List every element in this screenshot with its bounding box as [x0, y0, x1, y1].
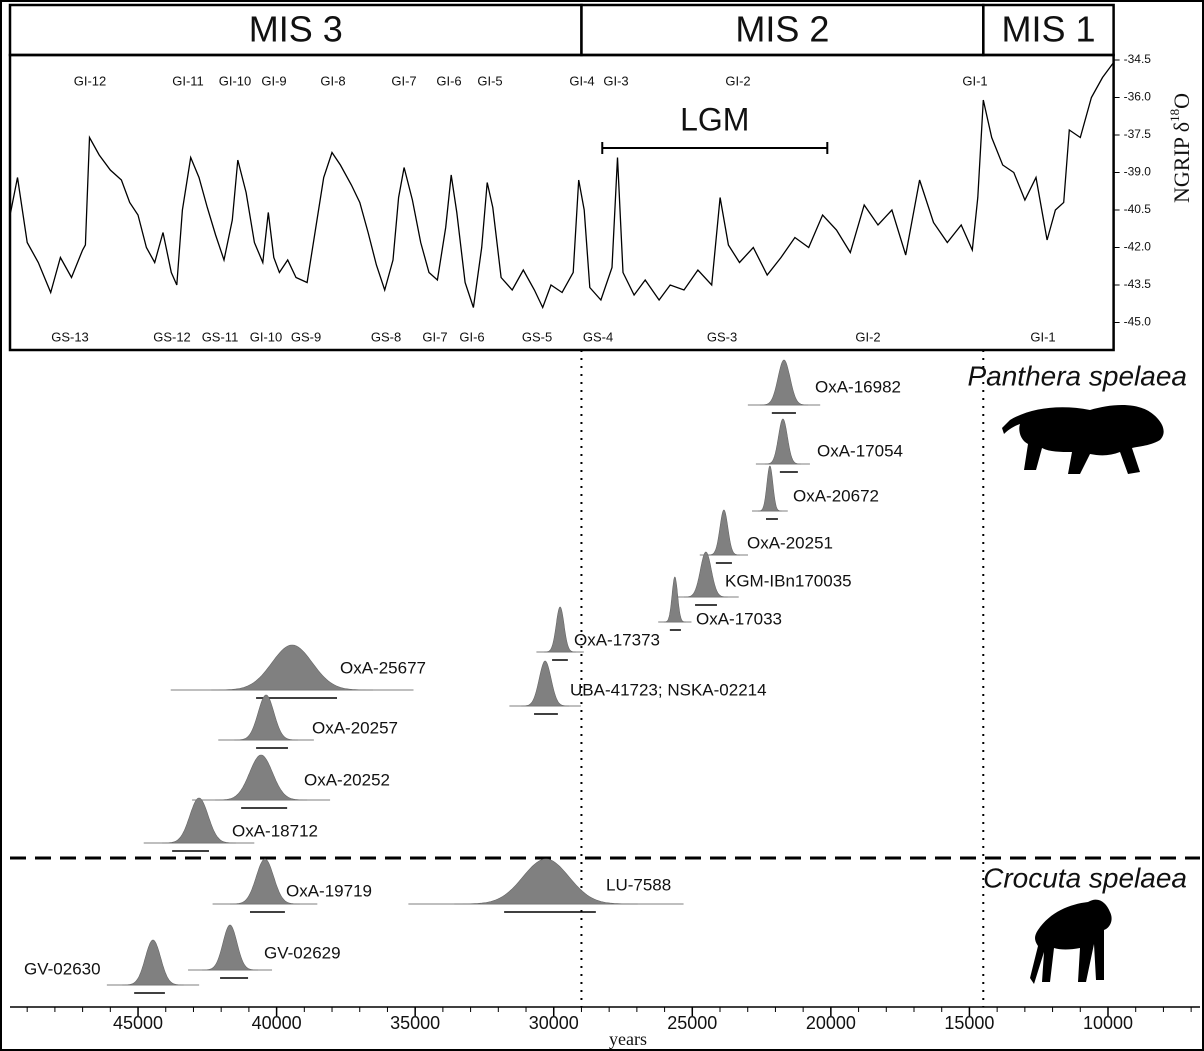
y-tick-label: -39.0: [1124, 165, 1152, 179]
x-tick-label: 45000: [113, 1013, 163, 1033]
gi-label: GI-11: [172, 73, 204, 88]
gs-label: GI-7: [422, 329, 447, 344]
y-axis-label: NGRIP δ18O: [1167, 93, 1194, 203]
date-label: KGM-IBn170035: [725, 571, 852, 590]
y-tick-label: -34.5: [1124, 52, 1152, 66]
date-label: OxA-16982: [815, 377, 901, 396]
stage-label: MIS 2: [735, 9, 829, 50]
gs-label: GS-8: [371, 329, 401, 344]
figure: MIS 3 MIS 2 MIS 1 -34.5 -36.0 -37.5 -39.0 -40.5…: [0, 0, 1204, 1051]
y-tick-label: -40.5: [1124, 202, 1152, 216]
gi-label: GI-5: [477, 73, 502, 88]
x-tick-label: 30000: [529, 1013, 579, 1033]
gs-label: GS-13: [51, 329, 89, 344]
gs-label: GS-11: [202, 329, 239, 344]
ngrip-panel: [10, 55, 1114, 350]
date-distribution: [758, 466, 782, 511]
date-distribution: [162, 798, 236, 843]
hyena-silhouette: [1030, 900, 1112, 984]
x-tick-label: 15000: [944, 1013, 994, 1033]
species-name: Panthera spelaea: [967, 360, 1187, 391]
x-tick-label: 25000: [667, 1013, 717, 1033]
date-distribution: [765, 419, 801, 464]
date-label: OxA-20672: [793, 486, 879, 505]
stage-label: MIS 1: [1001, 9, 1095, 50]
gi-label: GI-4: [569, 73, 594, 88]
date-label: OxA-20251: [747, 533, 833, 552]
gs-label: GS-4: [583, 329, 613, 344]
date-distribution: [760, 360, 808, 405]
y-tick-label: -36.0: [1124, 90, 1152, 104]
gs-label: GS-5: [522, 329, 552, 344]
x-tick-label: 20000: [806, 1013, 856, 1033]
date-distribution: [202, 925, 258, 970]
date-label: OxA-20257: [312, 718, 398, 737]
gs-label: GI-10: [250, 329, 283, 344]
date-label: OxA-20252: [304, 770, 390, 789]
lion-silhouette: [1002, 405, 1164, 474]
date-distribution: [234, 695, 298, 740]
gs-label: GS-9: [291, 329, 321, 344]
gi-label: GI-7: [391, 73, 416, 88]
gs-label: GS-3: [707, 329, 737, 344]
y-axis-label-text: NGRIP δ: [1169, 122, 1194, 203]
y-tick-label: -37.5: [1124, 127, 1152, 141]
date-label: OxA-19719: [286, 881, 372, 900]
gi-label: GI-6: [436, 73, 461, 88]
y-axis-label-end: O: [1169, 93, 1194, 109]
gi-label: GI-12: [74, 73, 107, 88]
y-tick-label: -43.5: [1124, 277, 1152, 291]
lgm-label: LGM: [680, 101, 749, 137]
ngrip-curve: [11, 63, 1114, 308]
date-label: OxA-17373: [574, 630, 660, 649]
x-tick-label: 35000: [390, 1013, 440, 1033]
gs-label: GS-12: [153, 329, 191, 344]
gs-label: GI-2: [855, 329, 880, 344]
gs-label: GI-6: [459, 329, 484, 344]
date-label: GV-02630: [24, 959, 101, 978]
y-axis-label-sup: 18: [1167, 109, 1182, 122]
date-distribution: [544, 607, 576, 652]
gi-label: GI-3: [603, 73, 628, 88]
y-tick-label: -42.0: [1124, 240, 1152, 254]
date-distribution: [215, 755, 307, 800]
date-label: UBA-41723; NSKA-02214: [570, 680, 767, 699]
date-distribution: [122, 940, 184, 985]
x-axis-label: years: [609, 1029, 647, 1049]
date-distribution: [521, 661, 569, 706]
date-label: OxA-17054: [817, 441, 903, 460]
gi-label: GI-10: [219, 73, 252, 88]
species-name: Crocuta spelaea: [983, 862, 1187, 893]
gi-label: GI-8: [320, 73, 345, 88]
gi-label: GI-1: [962, 73, 987, 88]
date-distribution: [708, 510, 740, 555]
date-label: OxA-25677: [340, 658, 426, 677]
gs-label: GI-1: [1030, 329, 1055, 344]
date-label: GV-02629: [264, 943, 341, 962]
x-tick-label: 10000: [1083, 1013, 1133, 1033]
date-distribution: [684, 552, 728, 597]
gi-label: GI-2: [725, 73, 750, 88]
y-tick-label: -45.0: [1124, 315, 1152, 329]
date-label: LU-7588: [606, 875, 671, 894]
date-label: OxA-17033: [696, 609, 782, 628]
gi-label: GI-9: [261, 73, 286, 88]
stage-label: MIS 3: [249, 9, 343, 50]
date-label: OxA-18712: [232, 821, 318, 840]
x-tick-label: 40000: [252, 1013, 302, 1033]
date-distribution: [664, 577, 686, 622]
